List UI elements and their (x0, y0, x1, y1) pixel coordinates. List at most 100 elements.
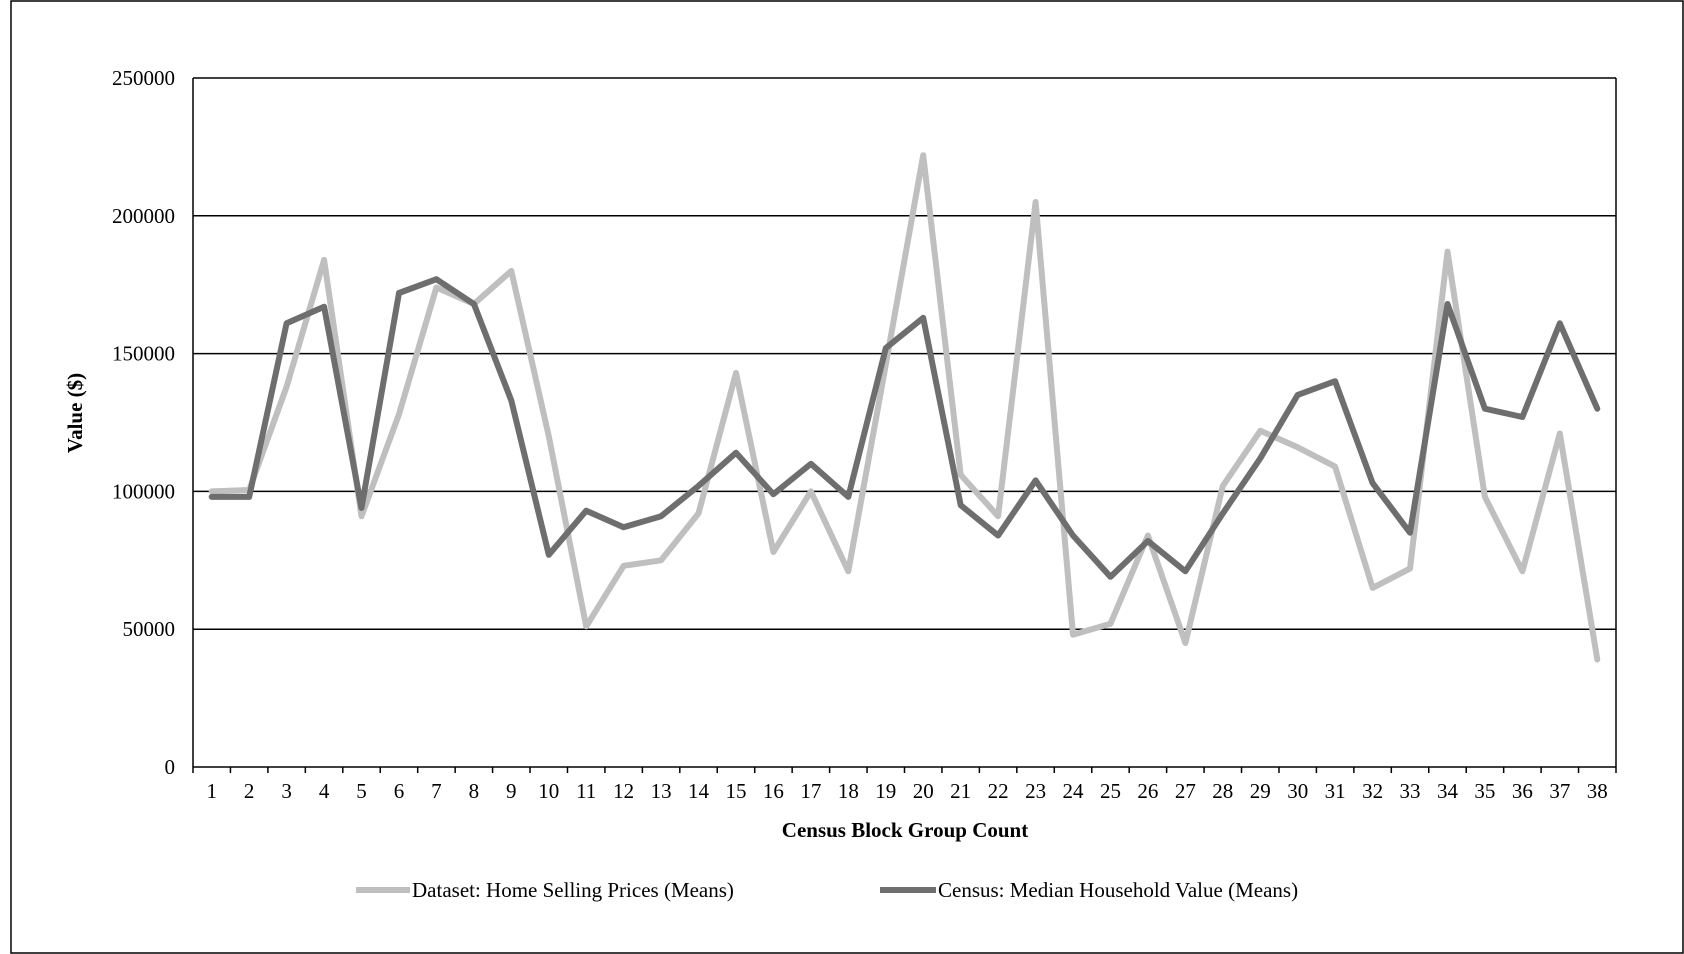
legend: Dataset: Home Selling Prices (Means) Cens… (356, 878, 1298, 902)
data-point (210, 489, 214, 493)
data-point (247, 495, 251, 499)
data-point (846, 495, 850, 499)
data-point (1108, 622, 1112, 626)
x-tick-label: 27 (1175, 779, 1196, 803)
x-tick-label: 19 (875, 779, 896, 803)
data-point (322, 258, 326, 262)
x-tick-label: 38 (1587, 779, 1608, 803)
data-point (959, 503, 963, 507)
y-tick-label: 50000 (123, 617, 176, 641)
data-point (1146, 533, 1150, 537)
data-point (884, 346, 888, 350)
data-point (360, 514, 364, 518)
data-point (1558, 432, 1562, 436)
data-point (697, 484, 701, 488)
data-point (1108, 575, 1112, 579)
data-point (734, 451, 738, 455)
data-point (1371, 481, 1375, 485)
data-point (1221, 484, 1225, 488)
series-layer (208, 152, 1601, 663)
x-tick-label: 11 (576, 779, 596, 803)
x-tick-label: 22 (988, 779, 1009, 803)
x-tick-label: 12 (613, 779, 634, 803)
y-tick-label: 100000 (112, 479, 175, 503)
data-point (622, 525, 626, 529)
data-point (697, 511, 701, 515)
x-tick-label: 21 (950, 779, 971, 803)
data-point (659, 558, 663, 562)
x-tick-label: 33 (1400, 779, 1421, 803)
x-tick-label: 9 (506, 779, 517, 803)
x-tick-label: 18 (838, 779, 859, 803)
y-tick-label: 250000 (112, 66, 175, 90)
series-line-2 (208, 276, 1601, 580)
data-point (921, 153, 925, 157)
data-point (1221, 511, 1225, 515)
data-point (996, 514, 1000, 518)
data-point (584, 509, 588, 513)
data-point (846, 569, 850, 573)
data-point (1296, 393, 1300, 397)
data-point (1034, 200, 1038, 204)
x-tick-label: 35 (1474, 779, 1495, 803)
data-point (1558, 321, 1562, 325)
data-point (771, 550, 775, 554)
x-tick-label: 34 (1437, 779, 1459, 803)
data-point (1258, 429, 1262, 433)
data-point (809, 462, 813, 466)
x-tick-label: 24 (1063, 779, 1085, 803)
y-tick-label: 0 (165, 755, 176, 779)
x-tick-label: 10 (538, 779, 559, 803)
x-tick-label: 36 (1512, 779, 1533, 803)
x-tick-label: 15 (725, 779, 746, 803)
x-axis-title: Census Block Group Count (782, 818, 1028, 842)
x-tick-label: 29 (1250, 779, 1271, 803)
x-tick-label: 16 (763, 779, 784, 803)
x-tick-label: 32 (1362, 779, 1383, 803)
x-tick-label: 20 (913, 779, 934, 803)
x-tick-label: 8 (469, 779, 480, 803)
chart-border (10, 0, 1684, 954)
x-tick-label: 31 (1325, 779, 1346, 803)
data-point (1071, 633, 1075, 637)
data-point (509, 269, 513, 273)
y-tick-label: 200000 (112, 204, 175, 228)
data-point (659, 514, 663, 518)
data-point (434, 277, 438, 281)
x-tick-label: 28 (1212, 779, 1233, 803)
x-tick-label: 7 (431, 779, 442, 803)
data-point (547, 553, 551, 557)
data-point (285, 321, 289, 325)
data-point (509, 398, 513, 402)
x-tick-label: 3 (281, 779, 292, 803)
data-point (1034, 478, 1038, 482)
data-point (1296, 445, 1300, 449)
series-line-1 (208, 152, 1601, 663)
x-tick-label: 6 (394, 779, 405, 803)
data-point (1483, 495, 1487, 499)
x-tick-label: 1 (206, 779, 217, 803)
data-point (959, 473, 963, 477)
data-point (771, 492, 775, 496)
data-point (397, 291, 401, 295)
data-point (1183, 641, 1187, 645)
gridlines (192, 77, 1617, 768)
x-axis-ticks: 1 2 3 4 5 6 7 8 9 10 11 12 13 14 15 16 17 18 19 20 21 22 23 24 2… (192, 767, 1617, 803)
data-point (622, 564, 626, 568)
data-point (1520, 569, 1524, 573)
data-point (285, 385, 289, 389)
legend-label: Census: Median Household Value (Means) (938, 878, 1298, 902)
legend-label: Dataset: Home Selling Prices (Means) (412, 878, 734, 902)
data-point (547, 434, 551, 438)
data-point (734, 371, 738, 375)
data-point (884, 363, 888, 367)
x-tick-label: 2 (244, 779, 255, 803)
data-point (1595, 658, 1599, 662)
data-point (1445, 250, 1449, 254)
y-tick-label: 150000 (112, 342, 175, 366)
x-tick-label: 37 (1549, 779, 1570, 803)
data-point (1183, 569, 1187, 573)
data-point (1333, 465, 1337, 469)
data-point (397, 412, 401, 416)
